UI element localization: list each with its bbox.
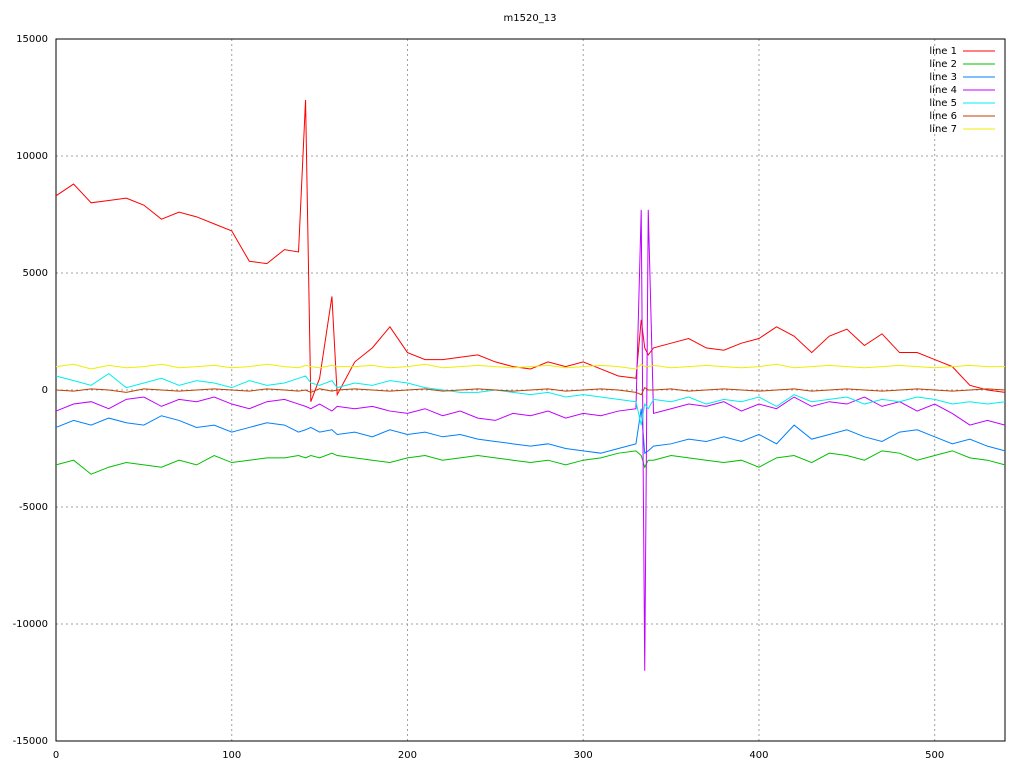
series-line (55, 363, 1005, 370)
series-line (55, 450, 1006, 475)
chart-title: m1520_13 (504, 13, 557, 24)
x-tick-label: 200 (398, 750, 417, 761)
legend-label: line 3 (929, 72, 957, 83)
x-tick-label: 300 (574, 750, 593, 761)
series-line (55, 386, 1006, 396)
legend-label: line 5 (929, 98, 957, 109)
y-tick-label: -5000 (19, 502, 48, 513)
series-line (55, 99, 1006, 402)
x-tick-label: 100 (222, 750, 241, 761)
legend-label: line 7 (929, 124, 957, 135)
y-tick-label: 5000 (23, 268, 48, 279)
y-tick-label: -10000 (13, 619, 48, 630)
y-tick-label: 0 (42, 385, 48, 396)
series-line (55, 373, 1006, 426)
legend-label: line 4 (929, 85, 957, 96)
series-line (55, 408, 1006, 455)
x-tick-label: 0 (53, 750, 59, 761)
legend-label: line 6 (929, 111, 957, 122)
legend-label: line 2 (929, 59, 957, 70)
x-tick-label: 400 (749, 750, 768, 761)
y-tick-label: 10000 (16, 151, 48, 162)
series-line (55, 209, 1006, 671)
legend-label: line 1 (929, 46, 957, 57)
x-tick-label: 500 (925, 750, 944, 761)
y-tick-label: 15000 (16, 34, 48, 45)
y-tick-label: -15000 (13, 736, 48, 747)
